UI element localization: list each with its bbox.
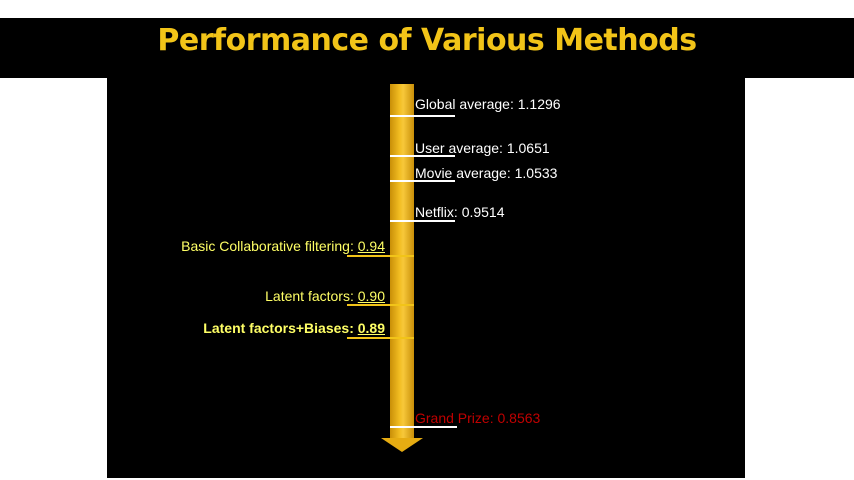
- marker-value: 0.8563: [497, 410, 541, 426]
- tick-basic-cf: [347, 255, 414, 257]
- tick-global-average: [390, 115, 455, 117]
- marker-name: Grand Prize: [415, 410, 490, 426]
- marker-name: Global average: [415, 96, 510, 112]
- marker-value: 0.94: [357, 238, 385, 254]
- tick-latent-factors: [347, 304, 414, 306]
- content-panel: Global average: 1.1296 User average: 1.0…: [107, 78, 745, 478]
- tick-movie-average: [390, 180, 455, 182]
- rmse-axis-arrow: [390, 84, 414, 440]
- marker-name: Netflix: [415, 204, 454, 220]
- label-movie-average: Movie average: 1.0533: [415, 165, 558, 181]
- label-latent-factors: Latent factors: 0.90: [265, 288, 385, 304]
- marker-value: 0.89: [357, 320, 385, 336]
- marker-value: 0.90: [357, 288, 385, 304]
- tick-netflix: [390, 220, 455, 222]
- label-grand-prize: Grand Prize: 0.8563: [415, 410, 541, 426]
- label-latent-factors-biases: Latent factors+Biases: 0.89: [203, 320, 385, 336]
- label-user-average: User average: 1.0651: [415, 140, 550, 156]
- arrow-down-icon: [381, 438, 423, 452]
- marker-name: Latent factors: [265, 288, 350, 304]
- title-bar: Performance of Various Methods: [0, 18, 854, 78]
- marker-value: 1.1296: [517, 96, 561, 112]
- slide-title: Performance of Various Methods: [157, 23, 697, 58]
- tick-user-average: [390, 155, 455, 157]
- marker-value: 0.9514: [461, 204, 505, 220]
- label-basic-cf: Basic Collaborative filtering: 0.94: [181, 238, 385, 254]
- tick-grand-prize: [390, 426, 457, 428]
- marker-value: 1.0533: [514, 165, 558, 181]
- marker-name: User average: [415, 140, 500, 156]
- marker-name: Basic Collaborative filtering: [181, 238, 350, 254]
- tick-latent-factors-biases: [347, 337, 414, 339]
- label-global-average: Global average: 1.1296: [415, 96, 561, 112]
- marker-value: 1.0651: [506, 140, 550, 156]
- label-netflix: Netflix: 0.9514: [415, 204, 505, 220]
- marker-name: Latent factors+Biases: [203, 320, 350, 336]
- marker-name: Movie average: [415, 165, 507, 181]
